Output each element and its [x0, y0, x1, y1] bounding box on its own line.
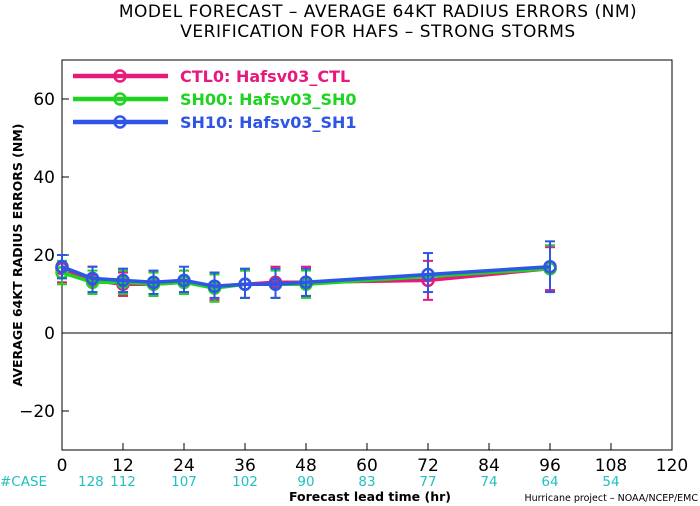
case-count: 112	[110, 474, 136, 490]
case-count: 64	[541, 474, 558, 490]
x-axis-label: Forecast lead time (hr)	[289, 489, 451, 504]
data-point	[85, 271, 100, 286]
case-count: 90	[297, 474, 314, 490]
legend-swatch-marker	[113, 92, 127, 106]
case-count: 54	[602, 474, 619, 490]
case-count: 77	[419, 474, 436, 490]
x-axis: 0 12 24 36 48 60 72 84 96 108 120	[57, 443, 688, 476]
chart-title: MODEL FORECAST – AVERAGE 64KT RADIUS ERR…	[119, 2, 637, 22]
data-point	[177, 273, 191, 288]
data-point	[116, 273, 130, 288]
x-tick-label: 12	[112, 456, 134, 476]
x-tick-label: 60	[356, 456, 378, 476]
y-axis-label: AVERAGE 64KT RADIUS ERRORS (NM)	[10, 123, 25, 386]
case-count: 102	[232, 474, 258, 490]
legend: CTL0: Hafsv03_CTL SH00: Hafsv03_SH0 SH10: …	[73, 67, 357, 132]
x-tick-label: 72	[417, 456, 439, 476]
series-line	[61, 264, 551, 288]
series-3	[55, 240, 557, 299]
data-point	[55, 259, 69, 274]
x-tick-label: 36	[234, 456, 256, 476]
case-count: 107	[171, 474, 197, 490]
case-count: 83	[358, 474, 375, 490]
x-tick-label: 96	[539, 456, 561, 476]
data-point	[146, 275, 161, 290]
x-tick-label: 108	[595, 456, 627, 476]
data-point	[207, 279, 222, 293]
y-axis: −20 0 20 40 60	[19, 90, 69, 422]
x-tick-label: 84	[478, 456, 500, 476]
data-point	[299, 275, 313, 290]
data-point	[268, 277, 283, 291]
legend-entry: CTL0: Hafsv03_CTL	[180, 67, 350, 86]
case-counts: 128 112 107 102 90 83 77 74 64 54	[78, 474, 620, 490]
legend-swatch-marker	[113, 69, 127, 83]
y-tick-label: −20	[19, 402, 55, 422]
x-tick-label: 48	[295, 456, 317, 476]
y-tick-label: 60	[33, 90, 55, 110]
data-point	[421, 267, 435, 282]
chart-subtitle: VERIFICATION FOR HAFS – STRONG STORMS	[180, 22, 575, 42]
credit-text: Hurricane project – NOAA/NCEP/EMC	[524, 493, 698, 504]
legend-entry: SH00: Hafsv03_SH0	[180, 90, 357, 109]
y-tick-label: 0	[44, 324, 55, 344]
data-point	[238, 277, 252, 291]
x-tick-label: 120	[656, 456, 688, 476]
legend-swatch-marker	[113, 115, 127, 129]
y-tick-label: 20	[33, 246, 55, 266]
y-tick-label: 40	[33, 168, 55, 188]
legend-entry: SH10: Hafsv03_SH1	[180, 113, 357, 132]
case-count: 74	[480, 474, 497, 490]
data-point	[543, 259, 557, 274]
plot-area	[61, 59, 673, 451]
case-label: #CASE	[0, 474, 47, 490]
case-count: 128	[78, 474, 104, 490]
series-layer	[55, 240, 557, 303]
x-tick-label: 24	[173, 456, 195, 476]
x-tick-label: 0	[57, 456, 68, 476]
